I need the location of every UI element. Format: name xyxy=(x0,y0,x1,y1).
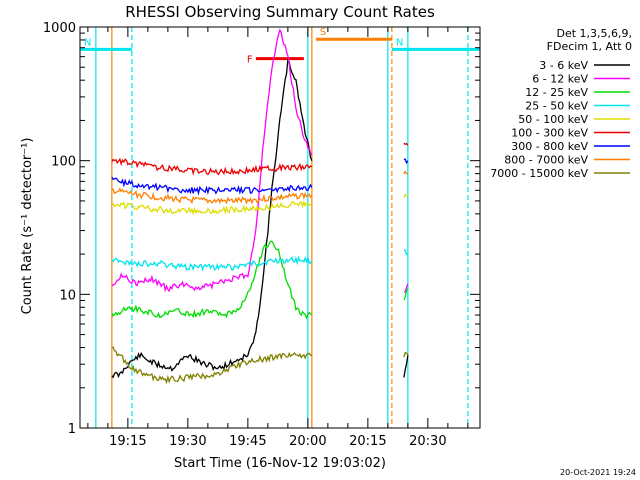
legend-header-line: Det 1,3,5,6,9, xyxy=(556,27,632,40)
legend-header-line: FDecim 1, Att 0 xyxy=(547,40,632,53)
series-line-5-0 xyxy=(111,157,313,176)
series-line-7-0 xyxy=(111,187,313,205)
x-tick-label: 19:15 xyxy=(109,434,146,449)
y-tick-label: 10 xyxy=(59,288,76,303)
x-tick-label: 20:30 xyxy=(409,434,446,449)
plot-frame xyxy=(79,26,481,429)
series-line-7-1 xyxy=(403,170,408,175)
series-line-2-1 xyxy=(403,288,409,301)
x-tick-label: 19:30 xyxy=(169,434,206,449)
series-line-1-1 xyxy=(403,283,409,293)
flag-label-3: F xyxy=(247,55,253,66)
footer-timestamp: 20-Oct-2021 19:24 xyxy=(560,468,636,477)
x-axis-label: Start Time (16-Nov-12 19:03:02) xyxy=(174,456,386,471)
legend-label: 50 - 100 keV xyxy=(518,113,588,126)
legend-label: 100 - 300 keV xyxy=(511,127,588,140)
x-tick-label: 19:45 xyxy=(229,434,266,449)
legend-label: 7000 - 15000 keV xyxy=(490,167,588,180)
x-tick-label: 20:00 xyxy=(289,434,326,449)
series-line-5-1 xyxy=(403,142,409,146)
y-tick-label: 100 xyxy=(51,155,76,170)
legend-label: 6 - 12 keV xyxy=(532,73,588,86)
legend-label: 800 - 7000 keV xyxy=(504,154,588,167)
legend-label: 300 - 800 keV xyxy=(511,140,588,153)
flag-label-2: S xyxy=(320,27,326,38)
legend-label: 25 - 50 keV xyxy=(525,100,588,113)
chart-title: RHESSI Observing Summary Count Rates xyxy=(125,3,435,21)
series-line-4-1 xyxy=(403,193,408,198)
series-line-3-1 xyxy=(403,248,409,256)
series-line-3-0 xyxy=(111,255,313,272)
y-axis-label: Count Rate (s⁻¹ detector⁻¹) xyxy=(20,138,35,315)
legend: Det 1,3,5,6,9,FDecim 1, Att 0 3 - 6 keV6 … xyxy=(490,27,632,180)
series-line-8-0 xyxy=(111,346,312,385)
series-line-0-0 xyxy=(111,57,313,379)
series-line-6-1 xyxy=(403,158,409,165)
y-tick-label: 1 xyxy=(68,422,76,437)
series-line-8-1 xyxy=(403,351,409,358)
series-line-2-0 xyxy=(111,240,313,320)
y-tick-label: 1000 xyxy=(43,21,76,36)
plot-area: N N S F xyxy=(79,27,480,428)
series-line-6-0 xyxy=(111,176,313,196)
axes: 1 10 100 1000 19:15 19:30 19:45 20:00 20:15 20:30 xyxy=(43,21,481,449)
flag-label-0: N xyxy=(84,37,91,48)
legend-label: 12 - 25 keV xyxy=(525,86,588,99)
x-tick-label: 20:15 xyxy=(349,434,386,449)
series-line-4-0 xyxy=(111,200,313,216)
series-line-0-1 xyxy=(403,355,409,378)
legend-label: 3 - 6 keV xyxy=(539,59,588,72)
flag-label-1: N xyxy=(396,37,403,48)
series-line-1-0 xyxy=(111,28,313,293)
